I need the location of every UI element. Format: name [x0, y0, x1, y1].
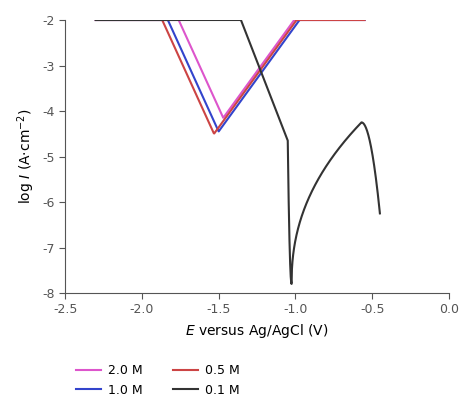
Line: 2.0 M: 2.0 M: [96, 20, 365, 118]
1.0 M: [273, 50, 279, 55]
0.1 M: [247, 41, 253, 46]
0.5 M: [140, 18, 146, 22]
Line: 1.0 M: 1.0 M: [96, 20, 365, 131]
0.5 M: [211, 131, 217, 136]
1.0 M: [162, 18, 168, 22]
0.5 M: [252, 75, 257, 80]
0.1 M: [377, 211, 383, 216]
Y-axis label: log $I$ (A·cm$^{-2}$): log $I$ (A·cm$^{-2}$): [15, 109, 36, 204]
1.0 M: [215, 126, 220, 131]
2.0 M: [273, 43, 279, 48]
2.0 M: [220, 115, 226, 120]
0.5 M: [296, 18, 301, 22]
0.1 M: [133, 18, 138, 22]
2.0 M: [162, 18, 168, 22]
0.1 M: [224, 18, 229, 22]
Legend: 2.0 M, 1.0 M, 0.5 M, 0.1 M: 2.0 M, 1.0 M, 0.5 M, 0.1 M: [71, 359, 245, 402]
0.1 M: [289, 282, 294, 287]
2.0 M: [296, 18, 301, 22]
0.5 M: [273, 46, 279, 51]
0.5 M: [162, 24, 168, 28]
0.5 M: [215, 126, 221, 131]
X-axis label: $E$ versus Ag/AgCl (V): $E$ versus Ag/AgCl (V): [185, 322, 329, 340]
2.0 M: [362, 18, 367, 22]
0.1 M: [356, 123, 361, 128]
0.1 M: [324, 163, 329, 168]
1.0 M: [362, 18, 367, 22]
2.0 M: [252, 72, 257, 77]
1.0 M: [93, 18, 99, 22]
1.0 M: [296, 19, 301, 24]
0.1 M: [93, 18, 99, 22]
2.0 M: [215, 103, 220, 107]
Line: 0.1 M: 0.1 M: [96, 20, 380, 284]
1.0 M: [216, 129, 221, 134]
0.1 M: [354, 125, 360, 130]
Line: 0.5 M: 0.5 M: [96, 20, 365, 133]
2.0 M: [93, 18, 99, 22]
2.0 M: [140, 18, 146, 22]
0.5 M: [93, 18, 99, 22]
0.5 M: [362, 18, 367, 22]
1.0 M: [252, 79, 257, 84]
1.0 M: [140, 18, 146, 22]
